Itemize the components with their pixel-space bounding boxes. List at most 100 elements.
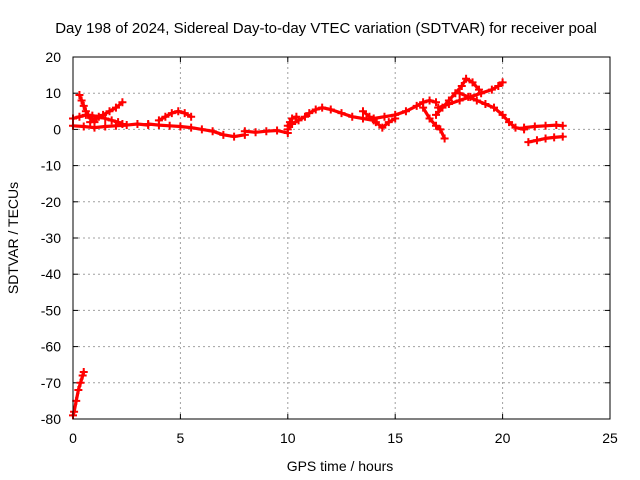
data-point	[118, 98, 127, 107]
data-point	[434, 103, 443, 112]
data-point	[520, 123, 529, 132]
data-point	[300, 112, 309, 121]
data-point	[111, 103, 120, 112]
data-point	[401, 107, 410, 116]
x-tick-label: 25	[602, 430, 618, 446]
data-point	[530, 122, 539, 131]
data-point	[358, 107, 367, 116]
data-point	[481, 100, 490, 109]
data-point	[365, 112, 374, 121]
data-point	[391, 114, 400, 123]
y-tick-label: -60	[41, 339, 61, 355]
data-series	[69, 74, 567, 420]
data-point	[88, 111, 97, 120]
data-point	[165, 121, 174, 130]
data-point	[105, 107, 114, 116]
data-point	[176, 122, 185, 131]
x-tick-label: 20	[495, 430, 511, 446]
data-point	[490, 103, 499, 112]
data-point	[230, 132, 239, 141]
data-point	[511, 123, 520, 132]
data-point	[378, 123, 387, 132]
data-point	[161, 112, 170, 121]
data-point	[79, 122, 88, 131]
data-point	[101, 122, 110, 131]
axis-ticks: 0 5 10 15 20 25 20 10 0 -10 -20 -30 -40 -50 -60 -70 -80	[41, 49, 618, 446]
y-tick-label: -80	[41, 411, 61, 427]
data-point	[455, 89, 464, 98]
data-point	[273, 126, 282, 135]
data-point	[532, 136, 541, 145]
data-point	[468, 78, 477, 87]
data-point	[79, 101, 88, 110]
data-point	[444, 100, 453, 109]
data-point	[197, 125, 206, 134]
data-point	[111, 121, 120, 130]
data-point	[541, 121, 550, 130]
data-point	[498, 78, 507, 87]
data-point	[107, 116, 116, 125]
series-drop-17	[419, 103, 449, 143]
data-point	[72, 396, 81, 405]
chart-title: Day 198 of 2024, Sidereal Day-to-day VTE…	[55, 20, 597, 37]
series-dip-14	[358, 107, 400, 132]
data-point	[77, 96, 86, 105]
data-point	[348, 112, 357, 121]
data-point	[558, 132, 567, 141]
y-tick-label: -40	[41, 266, 61, 282]
data-point	[558, 121, 567, 130]
data-point	[464, 92, 473, 101]
data-point	[99, 110, 108, 119]
data-point	[419, 103, 428, 112]
data-point	[70, 407, 79, 416]
x-axis-label: GPS time / hours	[287, 458, 394, 474]
data-point	[477, 89, 486, 98]
data-point	[541, 134, 550, 143]
data-point	[318, 103, 327, 112]
data-point	[455, 96, 464, 105]
data-point	[384, 118, 393, 127]
data-point	[75, 91, 84, 100]
data-point	[432, 110, 441, 119]
data-point	[75, 112, 84, 121]
series-jump-10	[283, 112, 301, 130]
data-point	[550, 133, 559, 142]
data-point	[487, 85, 496, 94]
data-point	[92, 114, 101, 123]
data-point	[337, 109, 346, 118]
data-point	[425, 96, 434, 105]
data-point	[305, 109, 314, 118]
data-point	[86, 118, 95, 127]
data-point	[498, 110, 507, 119]
data-point	[154, 116, 163, 125]
series-rise-10	[283, 103, 378, 134]
data-point	[472, 96, 481, 105]
data-point	[180, 109, 189, 118]
series-tail-1	[520, 121, 567, 132]
data-point	[174, 107, 183, 116]
data-point	[380, 112, 389, 121]
data-point	[432, 121, 441, 130]
data-point	[90, 123, 99, 132]
y-tick-label: 20	[45, 49, 61, 65]
y-tick-label: -70	[41, 375, 61, 391]
data-point	[462, 74, 471, 83]
data-point	[440, 134, 449, 143]
data-point	[371, 118, 380, 127]
data-point	[505, 118, 514, 127]
y-tick-label: 10	[45, 85, 61, 101]
data-point	[219, 130, 228, 139]
data-point	[358, 114, 367, 123]
data-point	[494, 81, 503, 90]
data-point	[432, 98, 441, 107]
series-cluster-18b	[434, 78, 507, 112]
data-point	[457, 81, 466, 90]
data-point	[122, 121, 131, 130]
series-start-line-b	[86, 98, 127, 127]
x-tick-label: 5	[177, 430, 185, 446]
y-tick-label: -50	[41, 302, 61, 318]
y-axis-label: SDTVAR / TECUs	[5, 182, 21, 294]
data-point	[425, 114, 434, 123]
x-tick-label: 15	[387, 430, 403, 446]
